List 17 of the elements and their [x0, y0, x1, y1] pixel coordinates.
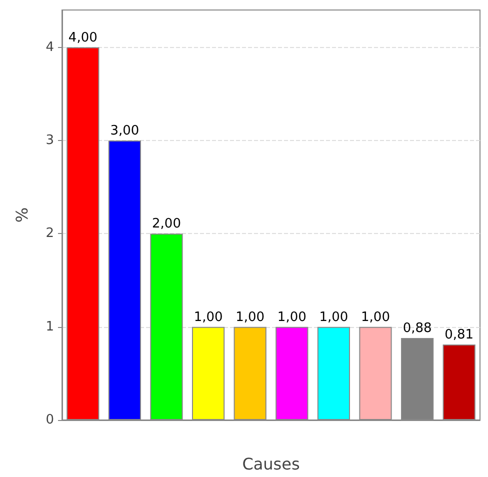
y-tick-label: 1: [46, 319, 54, 334]
data-label: 1,00: [319, 310, 348, 325]
data-label: 4,00: [68, 30, 98, 46]
x-axis-title: Causes: [242, 454, 300, 474]
y-tick-label: 2: [46, 226, 54, 242]
data-label: 0,88: [402, 321, 432, 336]
data-label: 0,81: [444, 328, 474, 343]
data-label: 1,00: [236, 310, 265, 325]
y-tick-label: 3: [46, 132, 54, 148]
y-tick-label: 0: [46, 412, 54, 428]
data-label: 1,00: [194, 310, 223, 325]
data-label: 1,00: [277, 310, 306, 325]
data-label: 3,00: [110, 123, 140, 138]
data-label: 2,00: [152, 216, 181, 232]
y-axis-title: %: [12, 207, 32, 223]
data-label: 1,00: [361, 310, 390, 325]
y-tick-label: 4: [46, 40, 54, 55]
